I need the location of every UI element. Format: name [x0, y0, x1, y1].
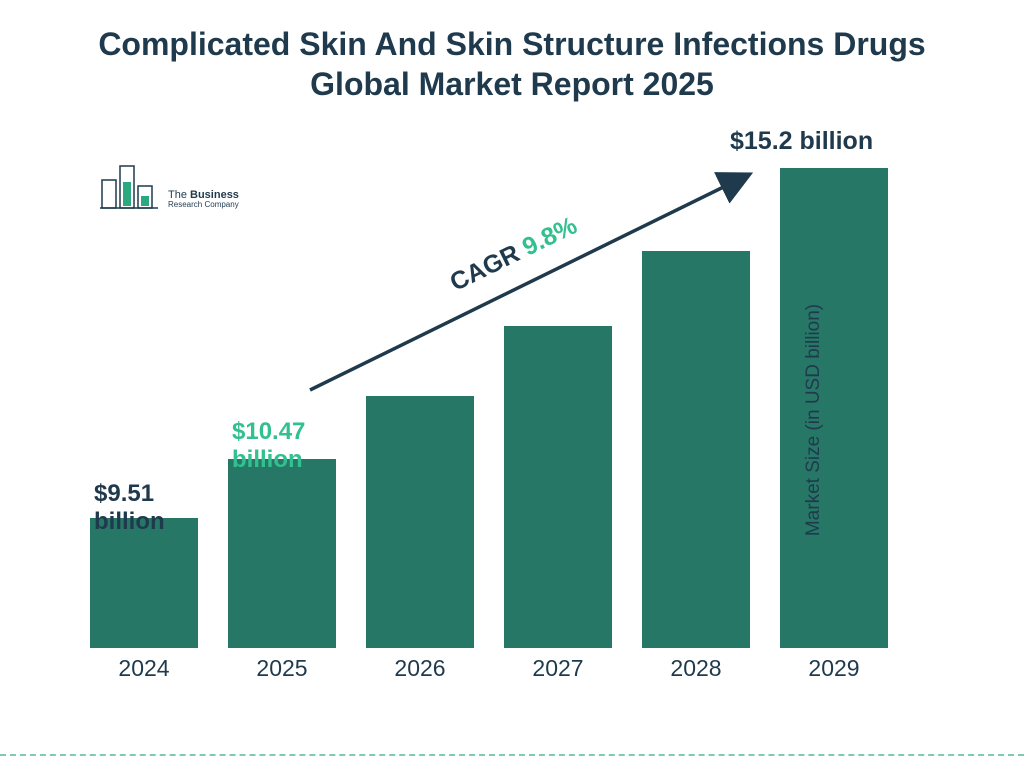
chart-area: 202420252026202720282029 $9.51 billion $… — [90, 150, 920, 690]
y-axis-text: Market Size (in USD billion) — [803, 304, 824, 536]
title-text: Complicated Skin And Skin Structure Infe… — [98, 26, 925, 102]
bottom-dashed-border — [0, 754, 1024, 756]
chart-title: Complicated Skin And Skin Structure Infe… — [0, 24, 1024, 104]
trend-arrow-icon — [90, 150, 920, 690]
y-axis-label: Market Size (in USD billion) — [803, 304, 825, 536]
